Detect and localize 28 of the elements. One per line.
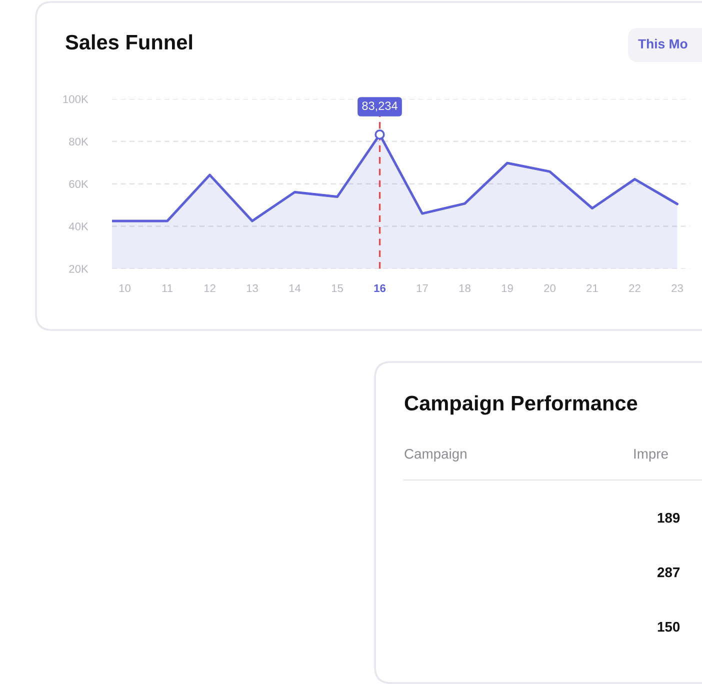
y-tick-label: 80K [69, 138, 88, 146]
annotation: 83,234 [362, 102, 398, 112]
x-tick-label: 23 [672, 284, 683, 292]
y-tick-label: 20K [69, 264, 88, 273]
text: Campaign [404, 448, 466, 462]
text: Impre [634, 449, 668, 462]
chart-title: Sales Funnel [66, 34, 192, 50]
text: This Mo [638, 38, 688, 49]
x-tick-label: 18 [459, 284, 470, 292]
text: Campaign Performance [404, 395, 638, 415]
x-tick-label: 10 [119, 284, 130, 292]
x-tick-label: 21 [586, 284, 598, 292]
x-tick-label: 14 [289, 284, 301, 292]
x-tick-label: 17 [416, 284, 428, 292]
x-tick-label: 11 [162, 284, 172, 292]
text: 150 [658, 622, 680, 632]
text: 189 [658, 512, 680, 523]
x-tick-label: 16 [374, 284, 386, 292]
x-tick-label: 13 [246, 284, 258, 292]
x-tick-label: 20 [544, 284, 556, 292]
x-tick-label: 12 [204, 284, 216, 292]
x-tick-label: 22 [629, 284, 640, 292]
x-tick-label: 15 [332, 284, 343, 292]
y-tick-label: 100K [63, 95, 88, 104]
y-tick-label: 40K [68, 222, 88, 230]
y-tick-label: 60K [69, 180, 88, 188]
x-tick-label: 19 [502, 284, 513, 292]
text: 287 [657, 567, 680, 578]
